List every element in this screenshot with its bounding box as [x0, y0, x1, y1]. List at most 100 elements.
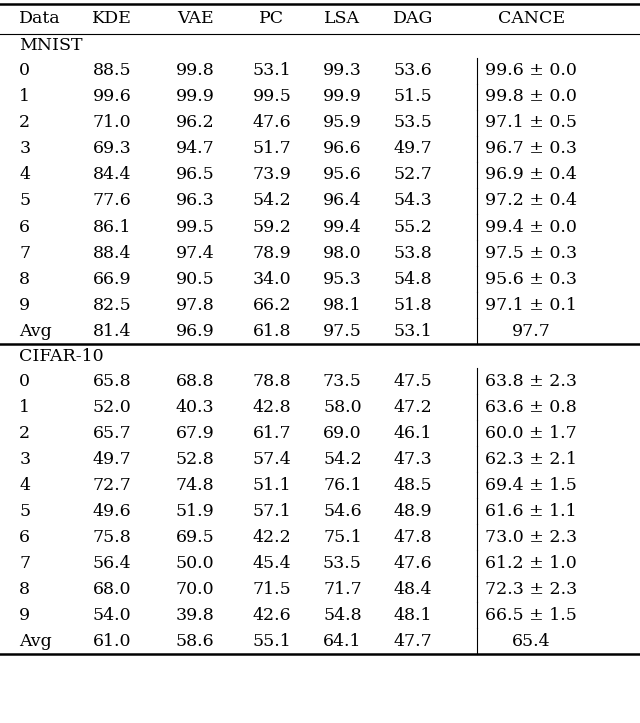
Text: 75.1: 75.1	[323, 529, 362, 546]
Text: 46.1: 46.1	[394, 424, 432, 442]
Text: 66.9: 66.9	[93, 270, 131, 288]
Text: 52.8: 52.8	[176, 450, 214, 468]
Text: 1: 1	[19, 88, 30, 106]
Text: 99.4 ± 0.0: 99.4 ± 0.0	[485, 218, 577, 236]
Text: 58.0: 58.0	[323, 398, 362, 416]
Text: 54.2: 54.2	[323, 450, 362, 468]
Text: 72.7: 72.7	[93, 476, 131, 494]
Text: 78.8: 78.8	[253, 372, 291, 390]
Text: 47.7: 47.7	[394, 633, 432, 650]
Text: CANCE: CANCE	[498, 10, 564, 27]
Text: 97.1 ± 0.1: 97.1 ± 0.1	[485, 296, 577, 314]
Text: 53.8: 53.8	[394, 244, 432, 262]
Text: 54.3: 54.3	[394, 192, 432, 210]
Text: 69.5: 69.5	[176, 529, 214, 546]
Text: 49.6: 49.6	[93, 502, 131, 520]
Text: 4: 4	[19, 166, 30, 184]
Text: 99.6 ± 0.0: 99.6 ± 0.0	[485, 62, 577, 80]
Text: 47.5: 47.5	[394, 372, 432, 390]
Text: 69.4 ± 1.5: 69.4 ± 1.5	[485, 476, 577, 494]
Text: 40.3: 40.3	[176, 398, 214, 416]
Text: 3: 3	[19, 140, 30, 158]
Text: 8: 8	[19, 270, 30, 288]
Text: 70.0: 70.0	[176, 581, 214, 598]
Text: 42.2: 42.2	[253, 529, 291, 546]
Text: 47.3: 47.3	[394, 450, 432, 468]
Text: 0: 0	[19, 372, 30, 390]
Text: 99.5: 99.5	[253, 88, 291, 106]
Text: 73.5: 73.5	[323, 372, 362, 390]
Text: 53.1: 53.1	[253, 62, 291, 80]
Text: 95.9: 95.9	[323, 114, 362, 132]
Text: 52.0: 52.0	[93, 398, 131, 416]
Text: 49.7: 49.7	[394, 140, 432, 158]
Text: 99.3: 99.3	[323, 62, 362, 80]
Text: 95.6: 95.6	[323, 166, 362, 184]
Text: 97.7: 97.7	[512, 322, 550, 340]
Text: 71.0: 71.0	[93, 114, 131, 132]
Text: 47.8: 47.8	[394, 529, 432, 546]
Text: 42.6: 42.6	[253, 607, 291, 624]
Text: 47.6: 47.6	[394, 555, 432, 572]
Text: 45.4: 45.4	[253, 555, 291, 572]
Text: 53.1: 53.1	[394, 322, 432, 340]
Text: 97.5: 97.5	[323, 322, 362, 340]
Text: 81.4: 81.4	[93, 322, 131, 340]
Text: 98.1: 98.1	[323, 296, 362, 314]
Text: 99.8 ± 0.0: 99.8 ± 0.0	[485, 88, 577, 106]
Text: 61.2 ± 1.0: 61.2 ± 1.0	[485, 555, 577, 572]
Text: 90.5: 90.5	[176, 270, 214, 288]
Text: 64.1: 64.1	[323, 633, 362, 650]
Text: 42.8: 42.8	[253, 398, 291, 416]
Text: 54.6: 54.6	[323, 502, 362, 520]
Text: 53.5: 53.5	[394, 114, 432, 132]
Text: 72.3 ± 2.3: 72.3 ± 2.3	[485, 581, 577, 598]
Text: 96.4: 96.4	[323, 192, 362, 210]
Text: 96.2: 96.2	[176, 114, 214, 132]
Text: 98.0: 98.0	[323, 244, 362, 262]
Text: 57.1: 57.1	[253, 502, 291, 520]
Text: 88.4: 88.4	[93, 244, 131, 262]
Text: 53.5: 53.5	[323, 555, 362, 572]
Text: 97.1 ± 0.5: 97.1 ± 0.5	[485, 114, 577, 132]
Text: 67.9: 67.9	[176, 424, 214, 442]
Text: 4: 4	[19, 476, 30, 494]
Text: 99.4: 99.4	[323, 218, 362, 236]
Text: 63.6 ± 0.8: 63.6 ± 0.8	[485, 398, 577, 416]
Text: 66.2: 66.2	[253, 296, 291, 314]
Text: 48.9: 48.9	[394, 502, 432, 520]
Text: 68.8: 68.8	[176, 372, 214, 390]
Text: 7: 7	[19, 244, 30, 262]
Text: 51.8: 51.8	[394, 296, 432, 314]
Text: 7: 7	[19, 555, 30, 572]
Text: 48.1: 48.1	[394, 607, 432, 624]
Text: 73.0 ± 2.3: 73.0 ± 2.3	[485, 529, 577, 546]
Text: 2: 2	[19, 114, 30, 132]
Text: 76.1: 76.1	[323, 476, 362, 494]
Text: 54.8: 54.8	[394, 270, 432, 288]
Text: 47.6: 47.6	[253, 114, 291, 132]
Text: 65.4: 65.4	[512, 633, 550, 650]
Text: 0: 0	[19, 62, 30, 80]
Text: 48.4: 48.4	[394, 581, 432, 598]
Text: DAG: DAG	[392, 10, 433, 27]
Text: Data: Data	[19, 10, 61, 27]
Text: 99.6: 99.6	[93, 88, 131, 106]
Text: 69.3: 69.3	[93, 140, 131, 158]
Text: 60.0 ± 1.7: 60.0 ± 1.7	[485, 424, 577, 442]
Text: 77.6: 77.6	[93, 192, 131, 210]
Text: 96.5: 96.5	[176, 166, 214, 184]
Text: 96.6: 96.6	[323, 140, 362, 158]
Text: 34.0: 34.0	[253, 270, 291, 288]
Text: 99.8: 99.8	[176, 62, 214, 80]
Text: LSA: LSA	[324, 10, 360, 27]
Text: 99.9: 99.9	[323, 88, 362, 106]
Text: 2: 2	[19, 424, 30, 442]
Text: 96.9: 96.9	[176, 322, 214, 340]
Text: 5: 5	[19, 502, 30, 520]
Text: 97.2 ± 0.4: 97.2 ± 0.4	[485, 192, 577, 210]
Text: 39.8: 39.8	[176, 607, 214, 624]
Text: 55.2: 55.2	[394, 218, 432, 236]
Text: Avg: Avg	[19, 322, 52, 340]
Text: MNIST: MNIST	[19, 38, 83, 54]
